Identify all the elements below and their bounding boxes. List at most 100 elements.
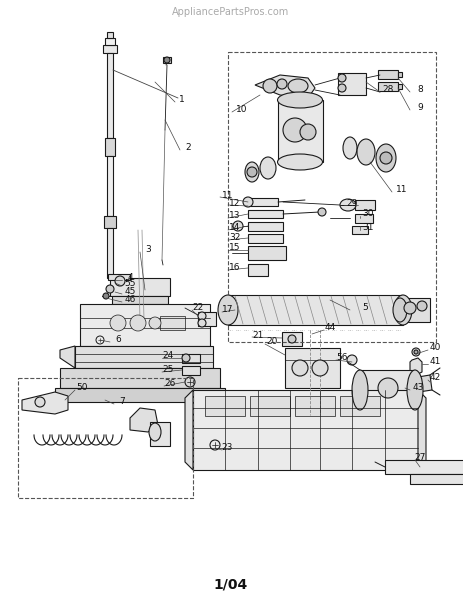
Bar [193,390,418,470]
Text: 12: 12 [229,199,241,208]
Text: 15: 15 [229,244,241,253]
Circle shape [198,319,206,327]
Bar [80,304,210,346]
Ellipse shape [352,370,368,410]
Bar [160,316,185,330]
Bar [398,72,402,77]
Text: 20: 20 [266,337,278,346]
Bar [248,264,268,276]
Bar [360,370,415,410]
Polygon shape [22,392,68,414]
Text: 21: 21 [252,331,264,340]
Circle shape [338,74,346,82]
Ellipse shape [343,137,357,159]
Ellipse shape [288,79,308,93]
Ellipse shape [260,157,276,179]
Bar [104,216,116,228]
Polygon shape [185,390,193,470]
Ellipse shape [218,295,238,325]
Ellipse shape [393,298,407,322]
Text: 22: 22 [192,304,204,313]
Bar [340,396,380,416]
Text: 27: 27 [414,454,425,463]
Circle shape [288,335,296,343]
Bar [150,422,170,446]
Bar [110,278,170,296]
Text: 17: 17 [222,305,234,314]
Circle shape [292,360,308,376]
Circle shape [414,350,418,354]
Bar [285,348,340,388]
Text: 46: 46 [124,295,136,304]
Bar [355,214,373,223]
Bar [248,222,283,231]
Circle shape [233,221,243,231]
Text: 3: 3 [145,245,151,254]
Circle shape [300,124,316,140]
Circle shape [149,317,161,329]
Bar [107,53,113,138]
Text: 40: 40 [429,343,441,352]
Bar [182,354,200,363]
Bar [378,82,398,91]
Text: 43: 43 [413,383,424,392]
Text: 6: 6 [115,335,121,344]
Bar [205,396,245,416]
Ellipse shape [149,423,161,441]
Bar [355,200,375,210]
Circle shape [412,348,420,356]
Circle shape [277,79,287,89]
Bar [228,295,403,325]
Circle shape [247,167,257,177]
Circle shape [380,152,392,164]
Bar [198,312,216,326]
Text: 56: 56 [336,353,348,362]
Bar [108,274,130,280]
Circle shape [130,315,146,331]
Bar [248,246,286,260]
Bar [248,210,283,218]
Circle shape [103,293,109,299]
Bar [410,474,463,484]
Circle shape [110,315,126,331]
Bar [250,396,290,416]
Circle shape [338,84,346,92]
Text: 13: 13 [229,211,241,220]
Bar [107,156,113,216]
Text: 11: 11 [396,185,408,194]
Ellipse shape [340,199,356,211]
Ellipse shape [394,295,412,325]
Bar [295,396,335,416]
Text: 24: 24 [163,352,174,361]
Text: 31: 31 [362,223,374,232]
Text: 55: 55 [124,280,136,289]
Text: 29: 29 [346,199,358,208]
Polygon shape [130,408,158,432]
Circle shape [115,276,125,286]
Bar [398,84,402,89]
Bar [278,100,323,162]
Ellipse shape [407,370,423,410]
Text: 7: 7 [119,397,125,407]
Polygon shape [412,375,432,393]
Text: 1: 1 [179,95,185,104]
Text: 30: 30 [362,209,374,218]
Bar [105,38,115,45]
Text: 11: 11 [222,191,234,199]
Ellipse shape [277,154,323,170]
Ellipse shape [357,139,375,165]
Text: 14: 14 [229,223,241,232]
Text: 23: 23 [221,443,233,452]
Bar [107,228,113,278]
Bar [18,378,193,498]
Text: 32: 32 [229,233,241,242]
Bar [75,346,213,368]
Text: 45: 45 [124,287,136,296]
Circle shape [164,57,170,63]
Circle shape [318,208,326,216]
Text: 16: 16 [229,263,241,272]
Bar [248,234,283,243]
Bar [228,52,436,342]
Bar [338,73,366,95]
Ellipse shape [376,144,396,172]
